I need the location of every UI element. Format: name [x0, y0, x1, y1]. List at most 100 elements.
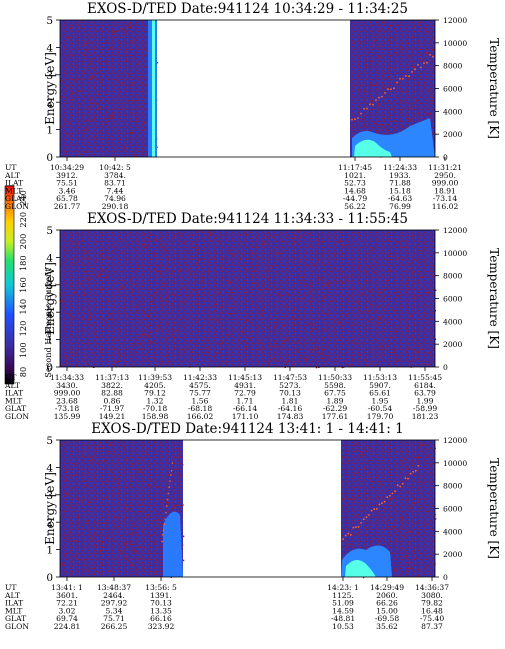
noise-dot [62, 563, 64, 566]
ephemeris-cell: -44.79 [343, 194, 367, 203]
noise-dot [173, 324, 175, 326]
noise-dot [77, 515, 79, 517]
noise-dot [89, 324, 92, 326]
noise-dot [242, 243, 244, 245]
noise-dot [76, 284, 78, 286]
noise-dot [197, 266, 199, 269]
noise-dot [412, 503, 414, 505]
noise-dot [78, 497, 80, 499]
noise-dot [144, 239, 146, 241]
noise-dot [115, 525, 118, 527]
noise-dot [262, 285, 264, 287]
noise-dot [194, 281, 196, 284]
noise-dot [391, 24, 393, 27]
noise-dot [319, 353, 322, 355]
noise-dot [91, 273, 93, 276]
noise-dot [72, 468, 74, 470]
noise-dot [110, 318, 112, 320]
noise-dot [63, 554, 66, 556]
noise-dot [359, 276, 361, 279]
noise-dot [143, 243, 146, 245]
noise-dot [321, 357, 323, 359]
noise-dot [309, 292, 312, 294]
noise-dot [147, 464, 149, 467]
noise-dot [61, 95, 63, 98]
noise-dot [68, 240, 70, 242]
noise-dot [352, 304, 354, 307]
noise-dot [85, 151, 87, 153]
noise-dot [341, 366, 344, 369]
noise-dot [433, 69, 436, 71]
noise-dot [93, 115, 95, 118]
noise-dot [133, 154, 136, 157]
noise-dot [402, 294, 404, 296]
noise-dot [110, 569, 112, 572]
noise-dot [365, 280, 367, 282]
noise-dot [403, 246, 405, 248]
noise-dot [154, 543, 156, 545]
noise-dot [394, 331, 396, 333]
noise-dot [385, 304, 387, 306]
noise-dot [125, 147, 127, 149]
noise-dot [406, 467, 408, 469]
noise-dot [350, 79, 353, 81]
noise-dot [368, 478, 370, 480]
noise-dot [422, 312, 425, 314]
noise-dot [388, 240, 390, 242]
noise-dot [426, 49, 428, 51]
noise-dot [421, 482, 424, 484]
noise-dot [420, 250, 422, 252]
noise-dot [65, 260, 67, 262]
noise-dot [407, 77, 409, 79]
noise-dot [425, 444, 428, 446]
noise-dot [87, 35, 89, 37]
noise-dot [180, 277, 183, 279]
noise-dot [108, 135, 111, 138]
noise-dot [328, 282, 331, 284]
noise-dot [275, 251, 278, 253]
noise-dot [375, 34, 378, 37]
noise-dot [263, 283, 266, 285]
noise-dot [88, 257, 90, 259]
noise-dot [115, 248, 117, 251]
noise-dot [109, 313, 112, 316]
noise-dot [138, 242, 140, 245]
noise-dot [187, 294, 189, 297]
noise-dot [82, 480, 85, 483]
noise-dot [397, 257, 399, 259]
noise-dot [315, 366, 318, 369]
noise-dot [380, 291, 382, 293]
noise-dot [74, 463, 76, 466]
noise-dot [382, 320, 384, 322]
noise-dot [78, 558, 80, 561]
noise-dot [345, 314, 347, 316]
noise-dot [67, 313, 69, 316]
noise-dot [429, 318, 431, 320]
noise-dot [129, 132, 132, 134]
noise-dot [76, 574, 79, 576]
ephemeris-cell: 11:34:33 [50, 373, 84, 382]
noise-dot [429, 481, 431, 484]
ephemeris-cell: 261.77 [54, 202, 81, 211]
noise-dot [283, 343, 285, 345]
noise-dot [143, 122, 145, 125]
noise-dot [110, 538, 112, 540]
noise-dot [322, 277, 324, 279]
ephemeris-cell: 72.79 [234, 389, 256, 398]
noise-dot [122, 284, 124, 287]
noise-dot [87, 566, 89, 568]
noise-dot [341, 493, 343, 495]
noise-dot [179, 475, 182, 477]
noise-dot [133, 550, 135, 552]
noise-dot [167, 256, 169, 258]
noise-dot [76, 557, 79, 559]
noise-dot [129, 278, 131, 280]
noise-dot [213, 256, 215, 258]
noise-dot [288, 301, 290, 303]
noise-dot [369, 448, 371, 450]
noise-dot [176, 329, 178, 332]
noise-dot [89, 60, 91, 62]
noise-dot [406, 322, 408, 324]
noise-dot [94, 49, 96, 51]
noise-dot [216, 236, 218, 239]
